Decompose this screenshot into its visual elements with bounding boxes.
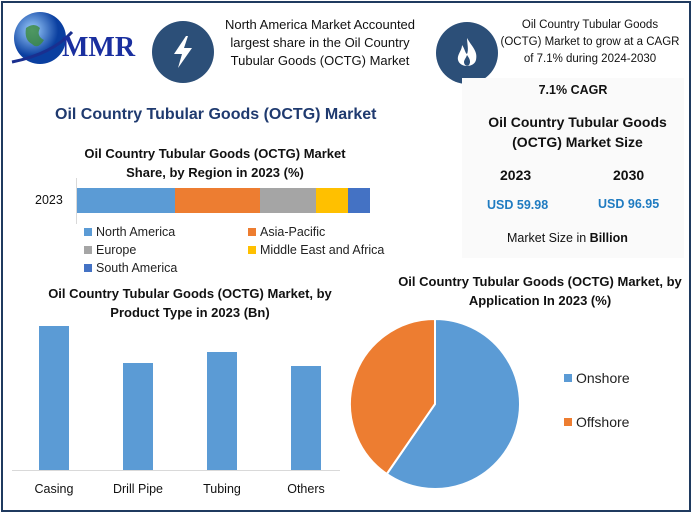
region-legend-item: North America bbox=[84, 225, 175, 239]
pie-slice-offshore bbox=[349, 317, 436, 476]
legend-swatch bbox=[248, 228, 256, 236]
product-tick-label: Drill Pipe bbox=[112, 482, 163, 496]
pie-legend-item: Offshore bbox=[564, 414, 629, 430]
legend-label: North America bbox=[96, 225, 176, 239]
region-segment-north-america bbox=[77, 188, 176, 213]
legend-label: Middle East and Africa bbox=[260, 243, 385, 257]
lightning-icon bbox=[152, 21, 214, 83]
value-2030: USD 96.95 bbox=[598, 197, 660, 211]
product-bar-tubing bbox=[207, 351, 237, 470]
product-tick-label: Casing bbox=[34, 482, 74, 496]
region-stacked-bar bbox=[77, 188, 370, 213]
year-2030: 2030 bbox=[613, 167, 645, 183]
market-size-panel bbox=[462, 78, 684, 258]
product-tick-label: Tubing bbox=[203, 482, 241, 496]
application-pie bbox=[349, 317, 521, 490]
region-segment-europe bbox=[260, 188, 316, 213]
legend-swatch bbox=[84, 264, 92, 272]
legend-swatch bbox=[248, 246, 256, 254]
legend-label: Europe bbox=[96, 243, 137, 257]
cagr-label: 7.1% CAGR bbox=[538, 83, 608, 97]
value-2023: USD 59.98 bbox=[487, 198, 549, 212]
region-legend-item: Middle East and Africa bbox=[248, 243, 384, 257]
region-category-label: 2023 bbox=[35, 193, 63, 207]
legend-swatch bbox=[564, 418, 572, 426]
legend-label: Asia-Pacific bbox=[260, 225, 326, 239]
region-segment-south-america bbox=[347, 188, 370, 213]
product-chart-title: Oil Country Tubular Goods (OCTG) Market,… bbox=[48, 286, 332, 320]
globe-icon bbox=[11, 12, 74, 64]
pie-chart-title: Oil Country Tubular Goods (OCTG) Market,… bbox=[398, 274, 682, 308]
flame-icon bbox=[436, 22, 498, 84]
info-cagr: Oil Country Tubular Goods (OCTG) Market … bbox=[500, 19, 680, 65]
region-legend-item: Asia-Pacific bbox=[248, 225, 325, 239]
unit-value: Billion bbox=[589, 231, 628, 245]
pie-slice-onshore bbox=[385, 317, 521, 490]
product-bar-drill-pipe bbox=[123, 362, 153, 470]
legend-swatch bbox=[564, 374, 572, 382]
legend-label: South America bbox=[96, 261, 178, 275]
logo-text: MMR bbox=[62, 32, 136, 63]
region-segment-middle-east-and-africa bbox=[315, 188, 348, 213]
product-bar-casing bbox=[39, 326, 69, 470]
unit-label: Market Size in Billion bbox=[507, 231, 628, 245]
pie-legend-item: Onshore bbox=[564, 370, 630, 386]
year-2023: 2023 bbox=[500, 167, 532, 183]
region-chart-title: Oil Country Tubular Goods (OCTG) Market … bbox=[84, 146, 346, 180]
legend-label: Onshore bbox=[576, 370, 630, 386]
unit-prefix: Market Size in bbox=[507, 231, 590, 245]
region-legend-item: South America bbox=[84, 261, 177, 275]
info-north-america: North America Market Accounted largest s… bbox=[224, 17, 416, 68]
mmr-logo: MMR bbox=[10, 10, 140, 70]
product-tick-label: Others bbox=[287, 482, 325, 496]
legend-swatch bbox=[84, 246, 92, 254]
region-axis bbox=[76, 178, 77, 224]
market-size-title: Oil Country Tubular Goods (OCTG) Market … bbox=[488, 114, 667, 150]
legend-label: Offshore bbox=[576, 414, 630, 430]
main-title: Oil Country Tubular Goods (OCTG) Market bbox=[55, 106, 377, 123]
region-segment-asia-pacific bbox=[175, 188, 261, 213]
region-legend-item: Europe bbox=[84, 243, 136, 257]
legend-swatch bbox=[84, 228, 92, 236]
product-bar-others bbox=[291, 366, 321, 470]
product-axis bbox=[12, 470, 340, 471]
